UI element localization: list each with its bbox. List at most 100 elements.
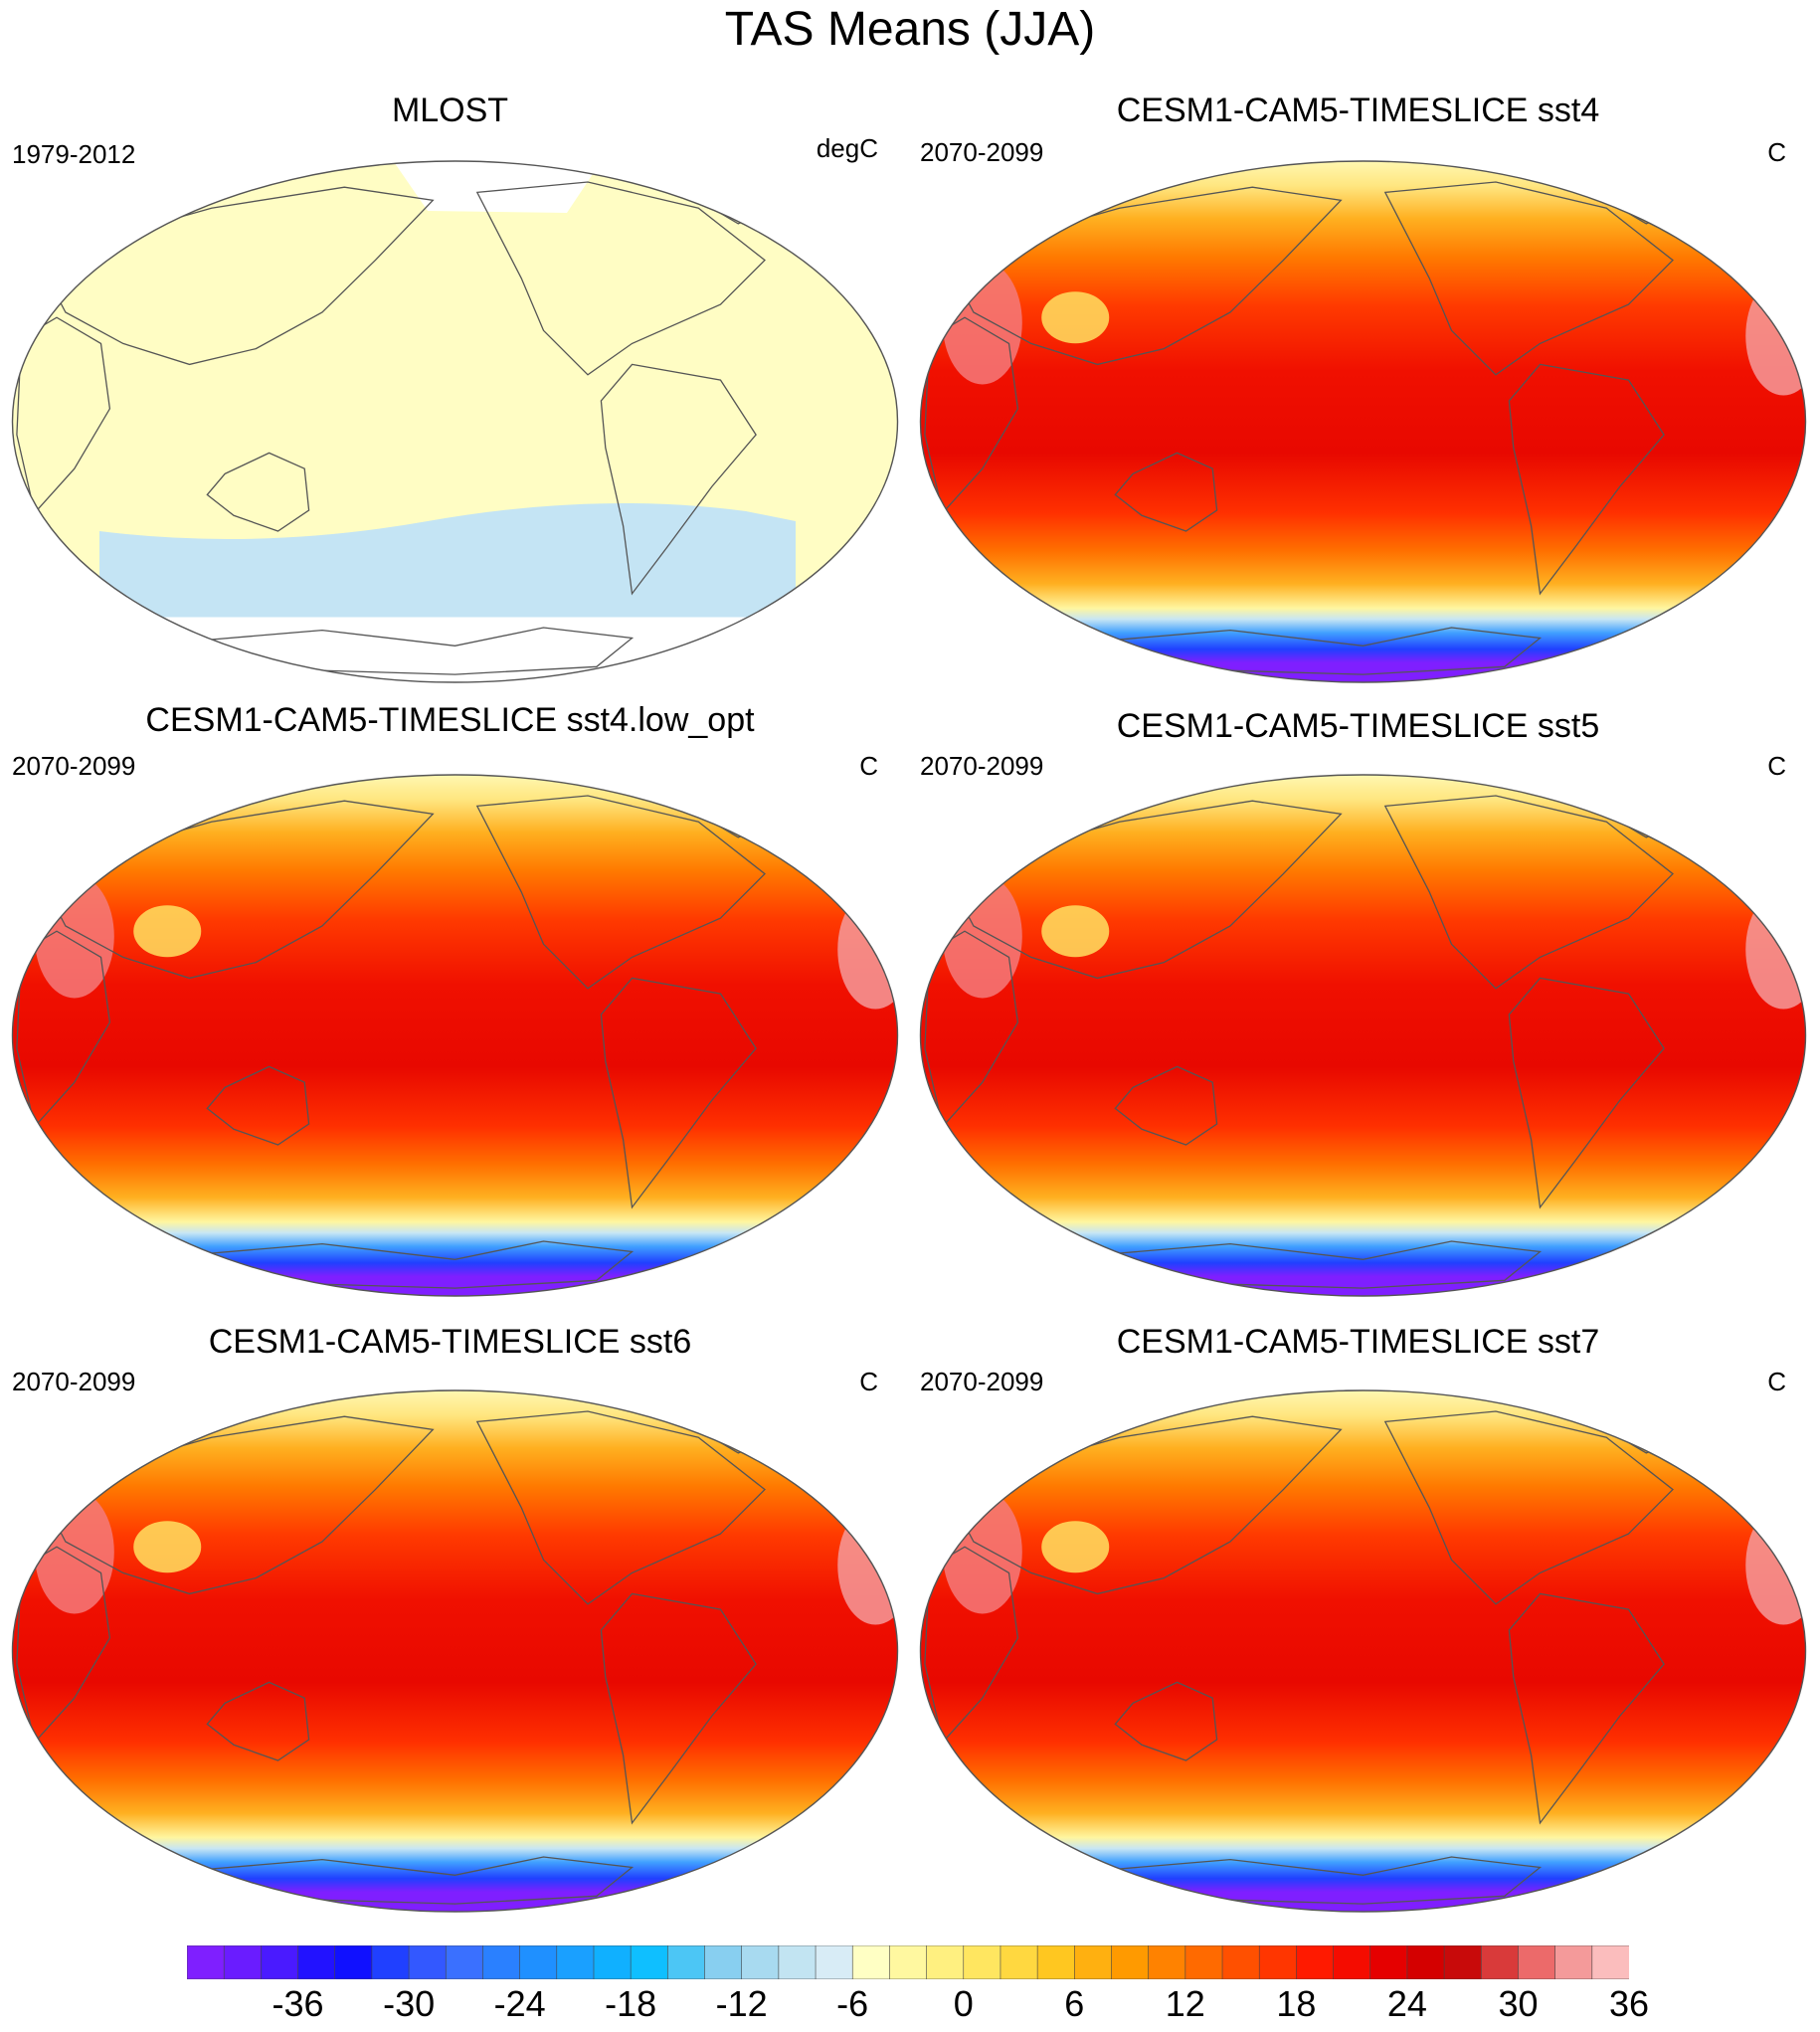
units-label: C bbox=[1767, 751, 1786, 781]
antarctica-outline bbox=[1106, 1240, 1543, 1289]
colorbar-swatch bbox=[1554, 1945, 1593, 1979]
map-mlost bbox=[10, 153, 900, 698]
hotspot-central-asia bbox=[1041, 1521, 1110, 1573]
colorbar-labels: -36 -30 -24 -18 -12 -6 0 6 12 18 24 30 36 bbox=[187, 1983, 1649, 2027]
ice-greenland bbox=[739, 1401, 791, 1462]
panel-title: CESM1-CAM5-TIMESLICE sst4.low_opt bbox=[145, 701, 755, 739]
colorbar-swatch bbox=[1369, 1945, 1408, 1979]
panel-sst6: CESM1-CAM5-TIMESLICE sst6 2070-2099 C bbox=[0, 1317, 900, 1914]
colorbar-swatch bbox=[1296, 1945, 1335, 1979]
africa-outline bbox=[924, 1546, 1019, 1745]
australia-outline bbox=[206, 452, 310, 532]
colorbar-swatch bbox=[1000, 1945, 1038, 1979]
eurasia-outline bbox=[47, 1415, 435, 1595]
colorbar-swatch bbox=[1443, 1945, 1483, 1979]
north-america-outline bbox=[475, 181, 766, 376]
units-label: C bbox=[859, 751, 878, 781]
temperature-field bbox=[920, 1390, 1806, 1912]
units-label: degC bbox=[816, 133, 878, 163]
colorbar-swatch bbox=[482, 1945, 521, 1979]
hotspot-central-asia bbox=[1041, 291, 1110, 344]
colorbar-swatch bbox=[630, 1945, 669, 1979]
period-label: 1979-2012 bbox=[12, 139, 136, 169]
africa-outline bbox=[924, 316, 1019, 515]
north-america-outline bbox=[475, 1410, 766, 1605]
colorbar-tick-label: -12 bbox=[715, 1983, 768, 2024]
north-america-outline bbox=[1383, 181, 1674, 376]
hotspot-arabia bbox=[942, 874, 1022, 999]
map-border bbox=[919, 160, 1807, 683]
south-america-outline bbox=[600, 363, 757, 596]
colorbar-swatch bbox=[1184, 1945, 1223, 1979]
colorbar bbox=[187, 1945, 1629, 1979]
antarctica-outline bbox=[1106, 627, 1543, 675]
colorbar-swatch bbox=[851, 1945, 891, 1979]
colorbar-swatch bbox=[778, 1945, 817, 1979]
colorbar-swatch bbox=[1111, 1945, 1150, 1979]
temperature-field bbox=[920, 161, 1806, 682]
colorbar-tick-label: -6 bbox=[836, 1983, 869, 2024]
map-sst5 bbox=[918, 767, 1808, 1312]
colorbar-swatch bbox=[741, 1945, 780, 1979]
antarctica-outline bbox=[198, 1240, 635, 1289]
colorbar-tick-label: -30 bbox=[383, 1983, 436, 2024]
colorbar-tick-label: 36 bbox=[1608, 1983, 1650, 2024]
colorbar-swatch bbox=[297, 1945, 336, 1979]
ice-greenland bbox=[1647, 786, 1699, 846]
colorbar-swatch bbox=[223, 1945, 263, 1979]
colorbar-swatch bbox=[667, 1945, 706, 1979]
australia-outline bbox=[206, 1065, 310, 1146]
temperature-field bbox=[920, 775, 1806, 1296]
colorbar-swatch bbox=[963, 1945, 1001, 1979]
period-label: 2070-2099 bbox=[12, 1367, 136, 1396]
hotspot-arabia bbox=[942, 1490, 1022, 1614]
africa-outline bbox=[924, 930, 1019, 1129]
colorbar-swatch bbox=[593, 1945, 632, 1979]
south-america-outline bbox=[1508, 363, 1665, 596]
australia-outline bbox=[206, 1681, 310, 1761]
south-america-outline bbox=[1508, 1592, 1665, 1825]
colorbar-swatch bbox=[408, 1945, 448, 1979]
colorbar-tick-label: -36 bbox=[272, 1983, 324, 2024]
temperature-field bbox=[12, 1390, 898, 1912]
map-border bbox=[919, 774, 1807, 1297]
colorbar-tick-label: 12 bbox=[1165, 1983, 1205, 2024]
colorbar-swatch bbox=[519, 1945, 558, 1979]
map-border bbox=[11, 774, 899, 1297]
period-label: 2070-2099 bbox=[12, 751, 136, 781]
colorbar-swatch bbox=[1148, 1945, 1186, 1979]
south-america-outline bbox=[600, 977, 757, 1209]
ice-greenland bbox=[1647, 1401, 1699, 1462]
map-border bbox=[11, 1389, 899, 1913]
africa-outline bbox=[16, 316, 111, 515]
panel-sst5: CESM1-CAM5-TIMESLICE sst5 2070-2099 C bbox=[908, 701, 1808, 1298]
colorbar-swatch bbox=[1333, 1945, 1371, 1979]
hotspot-central-asia bbox=[133, 1521, 202, 1573]
colorbar-swatch bbox=[371, 1945, 410, 1979]
ice-greenland bbox=[739, 786, 791, 846]
period-label: 2070-2099 bbox=[920, 137, 1044, 167]
antarctica-outline bbox=[198, 627, 635, 675]
temperature-field bbox=[12, 775, 898, 1296]
map-canvas bbox=[919, 160, 1807, 683]
map-canvas bbox=[11, 774, 899, 1297]
colorbar-swatch bbox=[334, 1945, 373, 1979]
south-america-outline bbox=[600, 1592, 757, 1825]
colorbar-swatch bbox=[926, 1945, 965, 1979]
colorbar-swatch bbox=[1518, 1945, 1556, 1979]
australia-outline bbox=[1114, 452, 1218, 532]
cool-anomaly-southern-ocean bbox=[99, 503, 796, 621]
period-label: 2070-2099 bbox=[920, 1367, 1044, 1396]
panel-mlost: MLOST 1979-2012 degC bbox=[0, 88, 900, 684]
units-label: C bbox=[1767, 1367, 1786, 1396]
map-canvas bbox=[11, 1389, 899, 1913]
colorbar-swatch bbox=[445, 1945, 484, 1979]
panel-title: CESM1-CAM5-TIMESLICE sst5 bbox=[1116, 707, 1600, 745]
colorbar-tick-label: 0 bbox=[953, 1983, 974, 2024]
map-canvas bbox=[919, 774, 1807, 1297]
north-america-outline bbox=[475, 795, 766, 990]
colorbar-swatch bbox=[1406, 1945, 1445, 1979]
period-label: 2070-2099 bbox=[920, 751, 1044, 781]
australia-outline bbox=[1114, 1065, 1218, 1146]
north-america-outline bbox=[1383, 1410, 1674, 1605]
